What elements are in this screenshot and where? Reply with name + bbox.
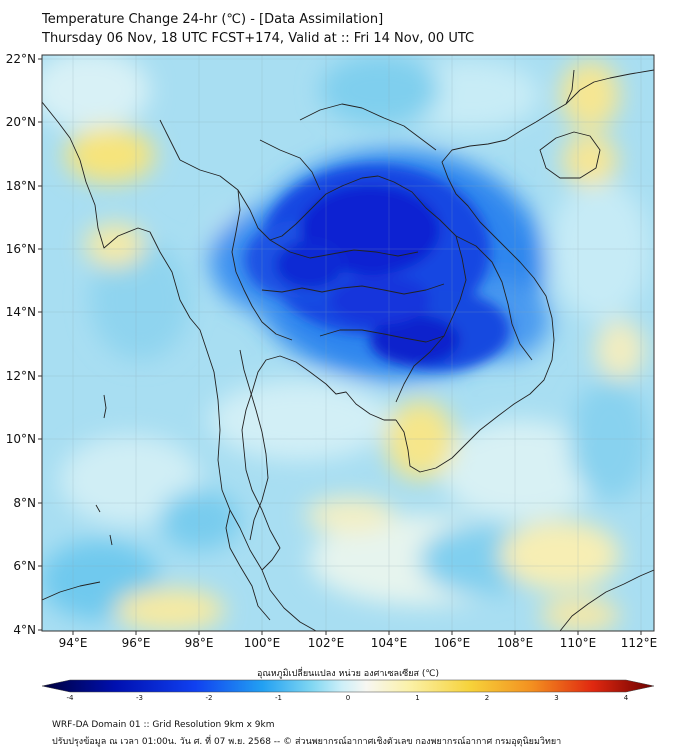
colorbar-scale xyxy=(41,679,655,693)
colorbar-title: อุณหภูมิเปลี่ยนแปลง หน่วย องศาเซลเซียส (… xyxy=(257,666,439,679)
lat-label-4n: 4°N xyxy=(13,623,36,637)
lon-label-96e: 96°E xyxy=(122,636,151,650)
longitude-axis: 94°E 96°E 98°E 100°E 102°E 104°E 106°E 1… xyxy=(59,631,658,650)
graticule xyxy=(42,55,654,631)
colorbar-label-4: 4 xyxy=(624,694,629,702)
lon-label-108e: 108°E xyxy=(497,636,534,650)
footer-model-info: WRF-DA Domain 01 :: Grid Resolution 9km … xyxy=(52,720,275,730)
lat-label-12n: 12°N xyxy=(6,369,36,383)
lon-label-94e: 94°E xyxy=(59,636,88,650)
colorbar: อุณหภูมิเปลี่ยนแปลง หน่วย องศาเซลเซียส (… xyxy=(41,666,655,702)
lon-label-106e: 106°E xyxy=(434,636,471,650)
map-subtitle-valid-time: Thursday 06 Nov, 18 UTC FCST+174, Valid … xyxy=(42,31,475,46)
lat-label-8n: 8°N xyxy=(13,496,36,510)
coastlines-and-borders xyxy=(42,69,654,631)
colorbar-label-minus2: -2 xyxy=(206,694,213,702)
colorbar-label-0: 0 xyxy=(346,694,350,702)
lat-label-18n: 18°N xyxy=(6,179,36,193)
lat-label-14n: 14°N xyxy=(6,305,36,319)
latitude-axis: 22°N 20°N 18°N 16°N 14°N 12°N 10°N 8°N 6… xyxy=(6,52,42,637)
map-frame xyxy=(41,54,655,632)
colorbar-label-minus3: -3 xyxy=(136,694,143,702)
lon-label-102e: 102°E xyxy=(308,636,345,650)
lon-label-104e: 104°E xyxy=(371,636,408,650)
lat-label-6n: 6°N xyxy=(13,559,36,573)
colorbar-label-2: 2 xyxy=(485,694,489,702)
colorbar-label-minus4: -4 xyxy=(67,694,75,702)
lat-label-10n: 10°N xyxy=(6,432,36,446)
footer-credit: ปรับปรุงข้อมูล ณ เวลา 01:00น. วัน ศ. ที่… xyxy=(52,737,562,747)
lon-label-100e: 100°E xyxy=(244,636,281,650)
lon-label-110e: 110°E xyxy=(560,636,597,650)
colorbar-label-minus1: -1 xyxy=(275,694,282,702)
lat-label-20n: 20°N xyxy=(6,115,36,129)
lon-label-112e: 112°E xyxy=(621,636,658,650)
lat-label-16n: 16°N xyxy=(6,242,36,256)
temperature-field xyxy=(42,55,654,631)
lon-label-98e: 98°E xyxy=(185,636,214,650)
colorbar-label-3: 3 xyxy=(554,694,558,702)
colorbar-label-1: 1 xyxy=(415,694,419,702)
map-title: Temperature Change 24-hr (℃) - [Data Ass… xyxy=(42,12,384,27)
lat-label-22n: 22°N xyxy=(6,52,36,66)
